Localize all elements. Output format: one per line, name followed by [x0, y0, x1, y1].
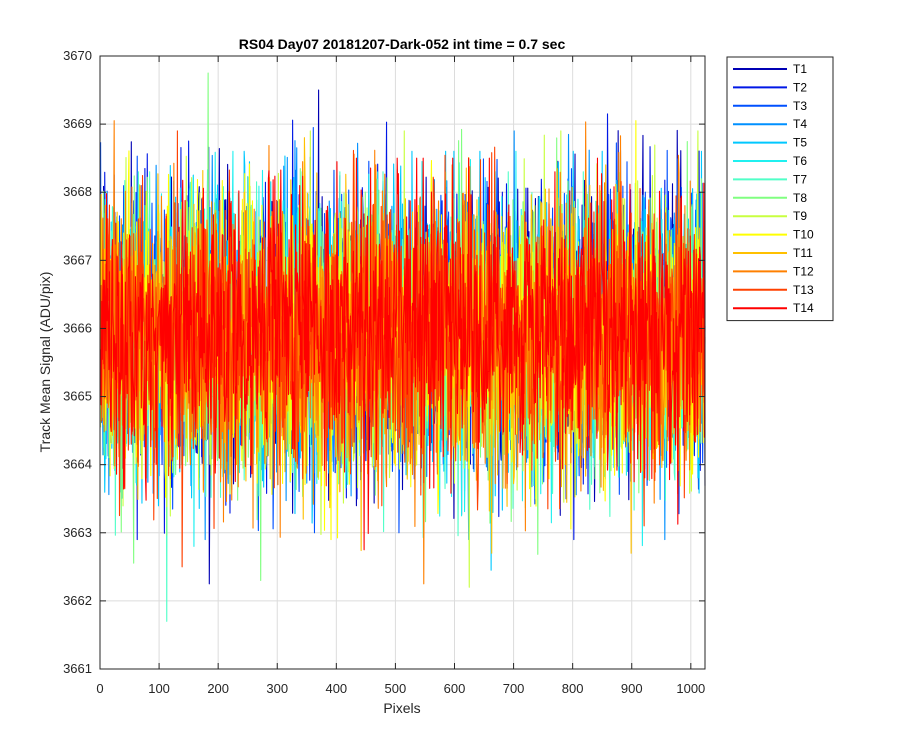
series-layer: [100, 72, 706, 622]
legend-label-t10: T10: [793, 228, 814, 242]
legend: T1 T2 T3 T4 T5 T6 T7 T8 T9 T10 T11 T12 T13 T14: [726, 56, 834, 322]
y-axis-title: Track Mean Signal (ADU/pix): [37, 272, 53, 453]
x-tick-label: 800: [562, 681, 584, 696]
x-tick-label: 0: [96, 681, 103, 696]
plot-frame: [99, 55, 706, 670]
y-tick-label: 3670: [63, 48, 92, 63]
x-tick-label: 400: [325, 681, 347, 696]
x-tick-label: 100: [148, 681, 170, 696]
x-axis-title: Pixels: [383, 700, 420, 716]
legend-label-t12: T12: [793, 264, 814, 278]
legend-label-t14: T14: [793, 301, 814, 315]
series-line-t14: [100, 157, 706, 551]
legend-label-t8: T8: [793, 191, 807, 205]
y-tick-label: 3664: [63, 457, 92, 472]
x-tick-label: 600: [444, 681, 466, 696]
chart-title: RS04 Day07 20181207-Dark-052 int time = …: [239, 36, 566, 52]
legend-label-t9: T9: [793, 209, 807, 223]
legend-label-t11: T11: [793, 246, 813, 260]
x-tick-label: 500: [385, 681, 407, 696]
legend-label-t5: T5: [793, 136, 807, 150]
legend-label-t3: T3: [793, 99, 807, 113]
legend-label-t1: T1: [793, 62, 807, 76]
x-tick-label: 1000: [676, 681, 705, 696]
y-tick-label: 3669: [63, 116, 92, 131]
legend-label-t7: T7: [793, 172, 807, 186]
legend-label-t6: T6: [793, 154, 807, 168]
y-tick-label: 3662: [63, 593, 92, 608]
legend-label-t4: T4: [793, 117, 807, 131]
y-tick-label: 3661: [63, 661, 92, 676]
legend-label-t2: T2: [793, 80, 807, 94]
ticks: 0 100 200 300 400 500 600 700 800 900 1000 3661 3662…: [63, 48, 705, 696]
x-tick-label: 300: [266, 681, 288, 696]
legend-label-t13: T13: [793, 283, 814, 297]
legend-box: [726, 56, 834, 322]
y-tick-label: 3667: [63, 252, 92, 267]
y-tick-label: 3668: [63, 184, 92, 199]
x-tick-label: 200: [207, 681, 229, 696]
y-tick-label: 3665: [63, 389, 92, 404]
x-tick-label: 900: [621, 681, 643, 696]
x-tick-label: 700: [503, 681, 525, 696]
y-tick-label: 3666: [63, 320, 92, 335]
y-tick-label: 3663: [63, 525, 92, 540]
